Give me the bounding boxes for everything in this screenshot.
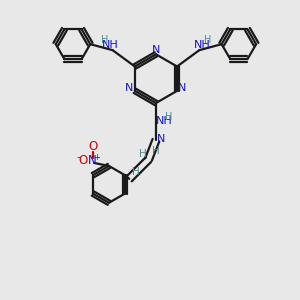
Text: N: N [178,83,187,94]
Text: NH: NH [194,40,211,50]
Text: NH: NH [156,116,172,126]
Text: N: N [125,83,134,94]
Text: H: H [165,112,172,122]
Text: N: N [152,45,160,55]
Text: N: N [88,154,97,167]
Text: -: - [76,152,80,162]
Text: NH: NH [102,40,118,50]
Text: H: H [139,148,147,159]
Text: O: O [78,154,87,167]
Text: H: H [204,35,212,45]
Circle shape [58,29,88,59]
Circle shape [224,29,254,59]
Text: H: H [152,146,160,156]
Text: N: N [157,134,166,144]
Text: H: H [101,35,109,45]
Text: H: H [132,167,140,177]
Text: O: O [88,140,97,153]
Text: +: + [93,153,100,162]
